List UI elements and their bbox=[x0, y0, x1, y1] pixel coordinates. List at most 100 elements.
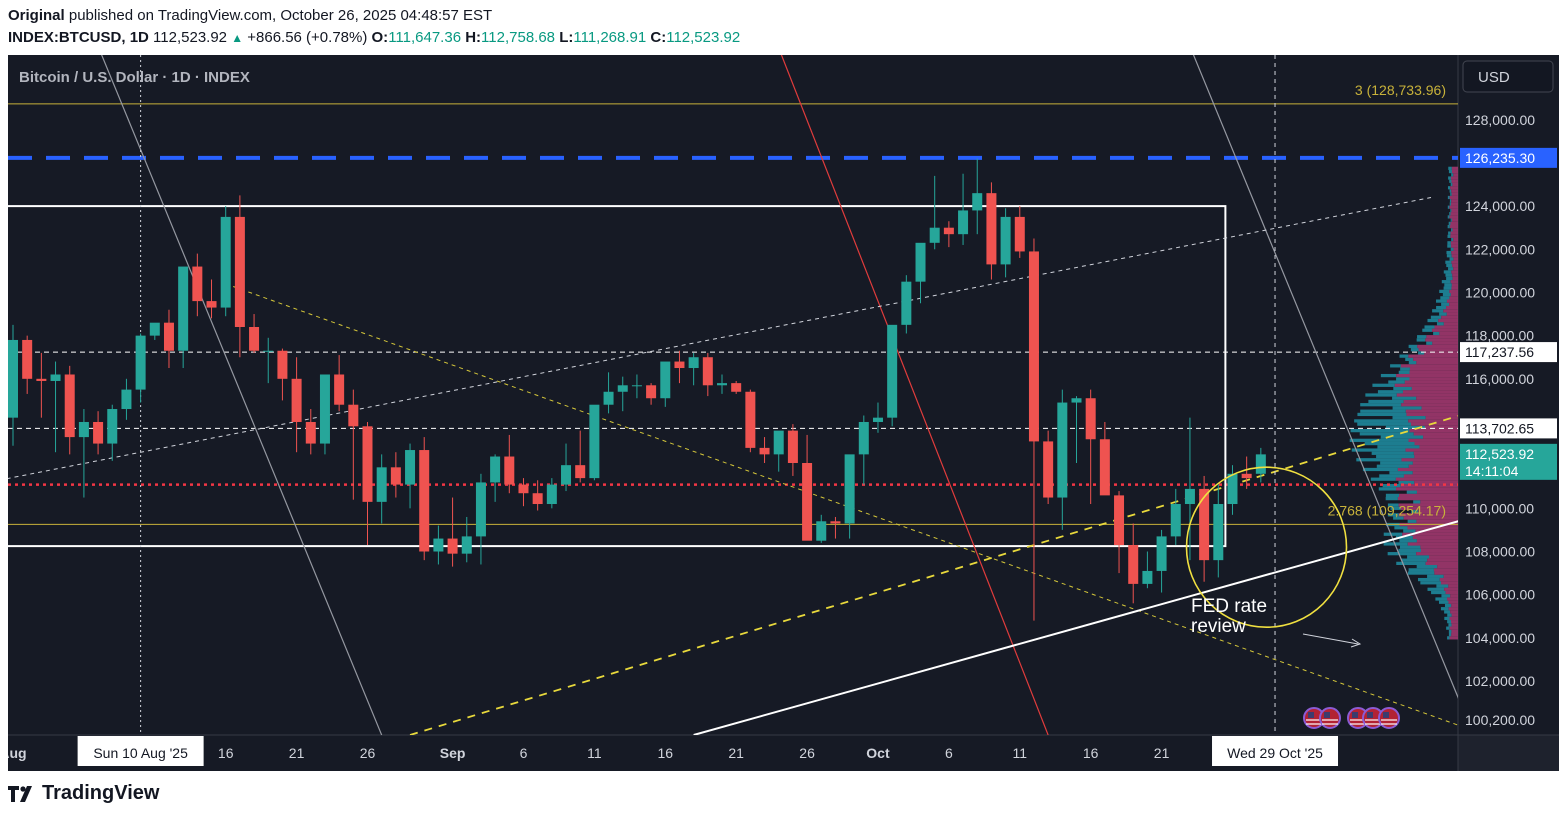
last-price: 112,523.92 bbox=[153, 29, 228, 46]
candle-body-up bbox=[589, 404, 600, 479]
volume-profile-bar-down bbox=[1414, 441, 1458, 446]
volume-profile-bar-down bbox=[1408, 354, 1458, 358]
volume-profile-bar-down bbox=[1450, 221, 1458, 225]
price-change: +866.56 (+0.78%) bbox=[247, 29, 368, 46]
currency-button-bg bbox=[1462, 60, 1554, 93]
price-tag-blue: 126,235.30 bbox=[1465, 150, 1535, 166]
volume-profile-bar-up bbox=[1383, 542, 1408, 546]
tradingview-logo[interactable]: TradingView bbox=[8, 782, 159, 805]
volume-profile-bar-down bbox=[1423, 435, 1458, 439]
highlight-circle bbox=[1185, 466, 1348, 628]
gray-channel-line bbox=[101, 55, 383, 735]
volume-profile-bar-up bbox=[1408, 344, 1418, 349]
volume-profile-bar-up bbox=[1431, 590, 1446, 595]
volume-profile-bar-up bbox=[1378, 487, 1397, 491]
volume-profile-bar-up bbox=[1448, 267, 1454, 271]
y-tick-label: 104,000.00 bbox=[1465, 630, 1535, 646]
volume-profile-bar-down bbox=[1415, 529, 1458, 533]
symbol-name[interactable]: INDEX:BTCUSD bbox=[8, 29, 122, 46]
candle-body-up bbox=[149, 322, 160, 336]
volume-profile-bar-up bbox=[1359, 432, 1414, 436]
volume-profile-bar-up bbox=[1400, 367, 1410, 371]
candle-body-up bbox=[8, 339, 18, 418]
volume-profile-bar-up bbox=[1450, 208, 1452, 213]
volume-profile-bar-up bbox=[1360, 403, 1402, 407]
volume-profile-bar-up bbox=[1446, 626, 1450, 630]
volume-profile-bar-down bbox=[1438, 318, 1458, 323]
candle-body-down bbox=[830, 521, 841, 524]
volume-profile-bar-down bbox=[1409, 429, 1458, 433]
red-trendline bbox=[780, 55, 1049, 735]
fib-level-label: 2.768 (109,254.17) bbox=[1328, 502, 1446, 518]
volume-profile-bar-up bbox=[1407, 571, 1435, 575]
chart-title: Bitcoin / U.S. Dollar · 1D · INDEX bbox=[19, 69, 250, 86]
price-tag-blue-bg bbox=[1460, 147, 1557, 168]
candle-body-down bbox=[447, 538, 458, 554]
volume-profile-bar-up bbox=[1436, 322, 1444, 326]
volume-profile-bar-up bbox=[1354, 419, 1409, 423]
volume-profile-bar-up bbox=[1438, 600, 1449, 604]
publish-info: Original published on TradingView.com, O… bbox=[8, 7, 492, 24]
volume-profile-bar-up bbox=[1424, 325, 1435, 329]
volume-profile-bar-up bbox=[1447, 186, 1451, 190]
high-label: H: bbox=[465, 29, 482, 46]
us-flag-canton bbox=[1324, 712, 1330, 718]
tradingview-brand: TradingView bbox=[42, 782, 160, 804]
volume-profile-bar-up bbox=[1393, 386, 1412, 391]
volume-profile-bar-up bbox=[1403, 529, 1416, 533]
candle-body-up bbox=[1255, 454, 1266, 474]
white-support-line bbox=[693, 520, 1458, 735]
volume-profile-bar-up bbox=[1387, 513, 1399, 517]
open-value: 111,647.36 bbox=[388, 29, 462, 46]
volume-profile-bar-down bbox=[1433, 568, 1458, 572]
volume-profile-bar-down bbox=[1412, 461, 1458, 465]
annotation-arrow bbox=[1302, 633, 1359, 645]
volume-profile-bar-down bbox=[1451, 179, 1458, 183]
volume-profile-bar-down bbox=[1452, 182, 1458, 187]
volume-profile-bar-down bbox=[1453, 247, 1458, 251]
volume-profile-bar-down bbox=[1446, 312, 1458, 316]
volume-profile-bar-up bbox=[1443, 286, 1452, 290]
volume-profile-bar-down bbox=[1403, 516, 1458, 520]
candle-body-down bbox=[759, 447, 770, 455]
volume-profile-bar-down bbox=[1416, 519, 1458, 523]
volume-profile-bar-down bbox=[1443, 322, 1458, 326]
volume-profile-bar-down bbox=[1452, 273, 1458, 277]
volume-profile-bar-down bbox=[1448, 607, 1458, 611]
volume-profile-bar-down bbox=[1450, 610, 1458, 614]
volume-profile-bar-up bbox=[1380, 373, 1397, 378]
candle-body-up bbox=[1057, 402, 1068, 498]
volume-profile-bar-down bbox=[1419, 445, 1458, 449]
volume-profile-bar-up bbox=[1449, 212, 1451, 216]
currency-button[interactable]: USD bbox=[1462, 60, 1554, 93]
volume-profile-bar-down bbox=[1449, 215, 1458, 219]
volume-profile-bar-up bbox=[1411, 509, 1419, 514]
volume-profile-bar-down bbox=[1450, 212, 1458, 216]
volume-profile-bar-down bbox=[1421, 406, 1458, 410]
y-tick-label: 110,000.00 bbox=[1465, 500, 1534, 516]
candle-body-down bbox=[305, 421, 316, 444]
volume-profile-bar-up bbox=[1380, 461, 1413, 465]
candle-body-down bbox=[943, 227, 954, 235]
last-price-tag-bg bbox=[1460, 443, 1557, 480]
volume-profile-bar-down bbox=[1425, 425, 1458, 429]
future-date-label-bg bbox=[1212, 736, 1339, 766]
volume-profile-bar-up bbox=[1362, 467, 1398, 472]
candle-body-down bbox=[291, 378, 302, 422]
interval-label[interactable]: 1D bbox=[129, 29, 149, 46]
price-tag-white-bg bbox=[1460, 342, 1557, 363]
volume-profile-bar-up bbox=[1448, 629, 1452, 633]
candle-body-down bbox=[1099, 439, 1110, 496]
volume-profile-bar-up bbox=[1440, 296, 1450, 300]
low-label: L: bbox=[559, 29, 574, 46]
volume-profile-bar-down bbox=[1445, 590, 1458, 595]
symbol-info-bar: INDEX:BTCUSD, 1D 112,523.92 ▲ +866.56 (+… bbox=[8, 29, 741, 46]
candle-body-up bbox=[929, 227, 940, 243]
candle-body-down bbox=[646, 385, 657, 399]
volume-profile-bar-up bbox=[1416, 565, 1438, 569]
us-flag-canton bbox=[1308, 712, 1314, 718]
up-triangle-icon: ▲ bbox=[231, 31, 244, 45]
volume-profile-bar-down bbox=[1453, 257, 1458, 261]
candle-body-up bbox=[178, 266, 189, 351]
